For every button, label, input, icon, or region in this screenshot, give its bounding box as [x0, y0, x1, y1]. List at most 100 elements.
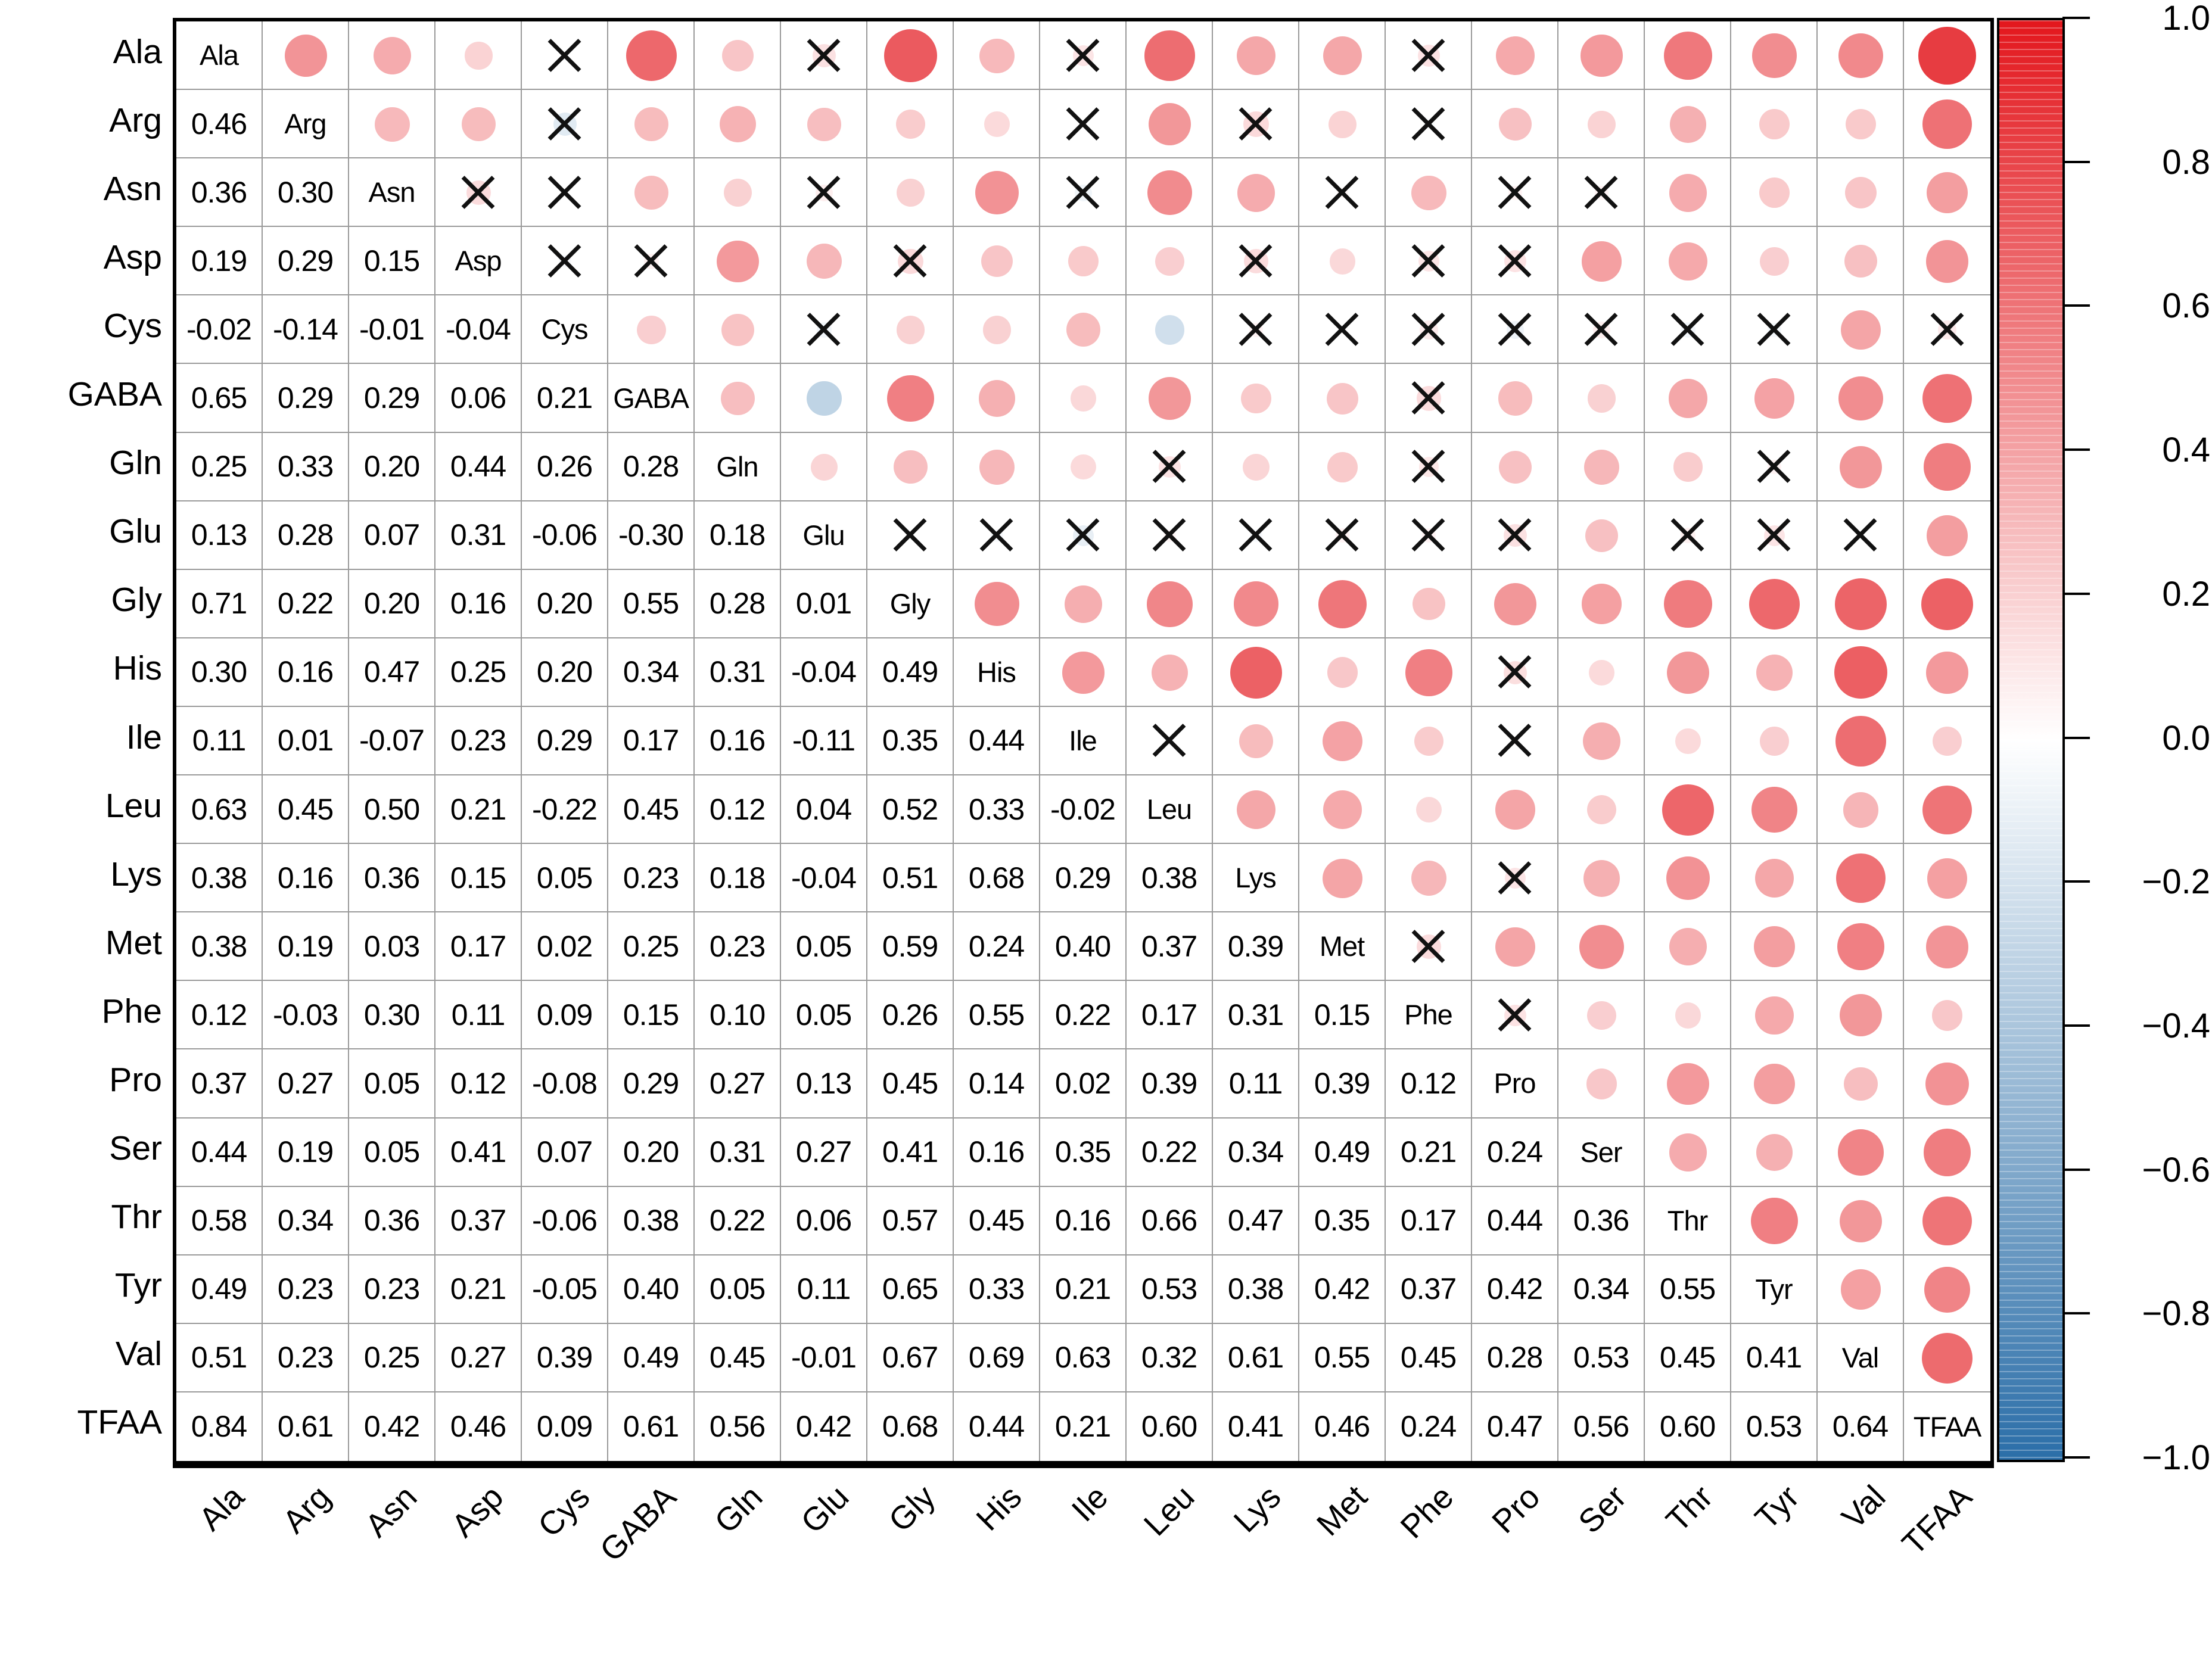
colorbar-tick: [2062, 1312, 2090, 1315]
correlation-value: 0.21: [1054, 1410, 1111, 1444]
correlation-value: 0.33: [277, 450, 334, 484]
colorbar-tick: [2062, 880, 2090, 883]
correlation-circle-cell: [1472, 569, 1558, 638]
correlation-circle-cell: [781, 432, 867, 501]
correlation-value: 0.39: [1141, 1066, 1197, 1100]
correlation-circle-cell: [781, 227, 867, 296]
correlation-value: 0.21: [536, 381, 593, 415]
correlation-value: 0.84: [191, 1410, 247, 1444]
correlation-value: 0.17: [450, 929, 506, 963]
correlation-value: 0.60: [1141, 1410, 1197, 1444]
correlation-value-cell: 0.47: [349, 638, 435, 707]
correlation-value-cell: 0.13: [176, 501, 263, 570]
diagonal-cell: Arg: [263, 90, 349, 159]
correlation-value-cell: 0.24: [954, 912, 1040, 982]
correlation-dot: [1760, 247, 1789, 276]
correlation-dot: [1586, 1068, 1617, 1099]
correlation-circle-cell: [1645, 1118, 1731, 1187]
colorbar-stripes: [1999, 20, 2062, 1460]
correlation-circle-cell: [1818, 90, 1904, 159]
correlation-value-cell: 0.17: [1127, 981, 1213, 1050]
correlation-dot: [1925, 239, 1969, 283]
correlation-circle-cell: [1645, 227, 1731, 296]
correlation-value: 0.29: [536, 724, 593, 758]
correlation-circle-cell: [1127, 227, 1213, 296]
correlation-dot: [1749, 578, 1800, 630]
correlation-value-cell: 0.06: [435, 364, 522, 433]
diagonal-label: Val: [1841, 1341, 1879, 1373]
correlation-circle-cell: [1386, 227, 1472, 296]
correlation-dot: [894, 450, 928, 484]
correlation-value-cell: 0.11: [176, 706, 263, 776]
correlation-dot: [1413, 588, 1445, 621]
correlation-value-cell: 0.44: [954, 1392, 1040, 1461]
correlation-circle-cell: [1558, 912, 1645, 982]
correlation-circle-cell: [1904, 707, 1990, 776]
correlation-dot: [1834, 646, 1887, 699]
correlation-value-cell: 0.01: [263, 706, 349, 776]
diagonal-label: Cys: [541, 313, 589, 345]
row-label-cys: Cys: [103, 306, 162, 345]
colorbar-tick-label: 1.0: [2162, 0, 2210, 38]
correlation-circle-cell: [954, 501, 1040, 570]
correlation-circle-cell: [695, 90, 781, 159]
correlation-circle-cell: [1558, 227, 1645, 296]
correlation-dot: [1147, 170, 1192, 216]
correlation-value: 0.29: [623, 1066, 679, 1100]
correlation-value-cell: 0.42: [1472, 1255, 1558, 1324]
colorbar-tick-label: 0.0: [2162, 718, 2210, 758]
correlation-dot: [1411, 175, 1446, 210]
correlation-dot: [373, 36, 412, 75]
correlation-circle-cell: [1818, 227, 1904, 296]
correlation-value: 0.09: [536, 1410, 593, 1444]
correlation-circle-cell: [1731, 1049, 1818, 1119]
correlation-dot: [1835, 716, 1886, 767]
correlation-dot: [1923, 1129, 1971, 1176]
correlation-circle-cell: [1558, 569, 1645, 638]
correlation-circle-cell: [1904, 433, 1990, 501]
correlation-value-cell: 0.44: [176, 1118, 263, 1187]
row-label-ala: Ala: [113, 32, 162, 71]
correlation-circle-cell: [1472, 158, 1558, 228]
correlation-value: 0.02: [536, 929, 593, 963]
diagonal-label: GABA: [613, 382, 689, 414]
correlation-value-cell: 0.29: [263, 364, 349, 433]
correlation-value: 0.19: [191, 244, 247, 278]
correlation-value-cell: 0.49: [176, 1255, 263, 1324]
correlation-value: -0.03: [273, 998, 338, 1032]
correlation-dot: [722, 40, 754, 72]
correlation-value-cell: 0.63: [176, 775, 263, 845]
correlation-dot: [1498, 381, 1533, 416]
row-label-pro: Pro: [109, 1060, 162, 1099]
correlation-value-cell: 0.07: [349, 501, 435, 570]
correlation-value: 0.44: [968, 1410, 1025, 1444]
correlation-dot: [1921, 578, 1974, 630]
correlation-dot: [1327, 382, 1358, 415]
correlation-dot: [1756, 1134, 1793, 1171]
correlation-circle-cell: [1472, 912, 1558, 982]
correlation-value-cell: 0.16: [263, 844, 349, 913]
correlation-dot: [1415, 796, 1442, 823]
correlation-value: 0.12: [450, 1066, 506, 1100]
correlation-value-cell: 0.21: [435, 775, 522, 845]
correlation-value-cell: 0.28: [263, 501, 349, 570]
diagonal-label: Asn: [368, 176, 416, 208]
correlation-circle-cell: [954, 158, 1040, 228]
correlation-value-cell: 0.45: [954, 1186, 1040, 1255]
correlation-value-cell: -0.22: [522, 775, 608, 845]
correlation-dot: [1414, 726, 1444, 756]
correlation-circle-cell: [1818, 638, 1904, 707]
correlation-value-cell: 0.64: [1818, 1392, 1904, 1461]
correlation-value: 0.07: [363, 518, 420, 552]
correlation-value-cell: 0.23: [608, 844, 695, 913]
diagonal-cell: Gly: [867, 569, 954, 638]
correlation-value: 0.42: [1314, 1272, 1370, 1306]
correlation-dot: [1666, 856, 1710, 900]
correlation-value-cell: 0.20: [522, 638, 608, 707]
colorbar-tick: [2062, 448, 2090, 451]
correlation-circle-cell: [1299, 295, 1386, 364]
correlation-circle-cell: [867, 364, 954, 433]
correlation-value: 0.02: [1054, 1066, 1111, 1100]
correlation-circle-cell: [1818, 295, 1904, 364]
correlation-circle-cell: [1040, 501, 1127, 570]
